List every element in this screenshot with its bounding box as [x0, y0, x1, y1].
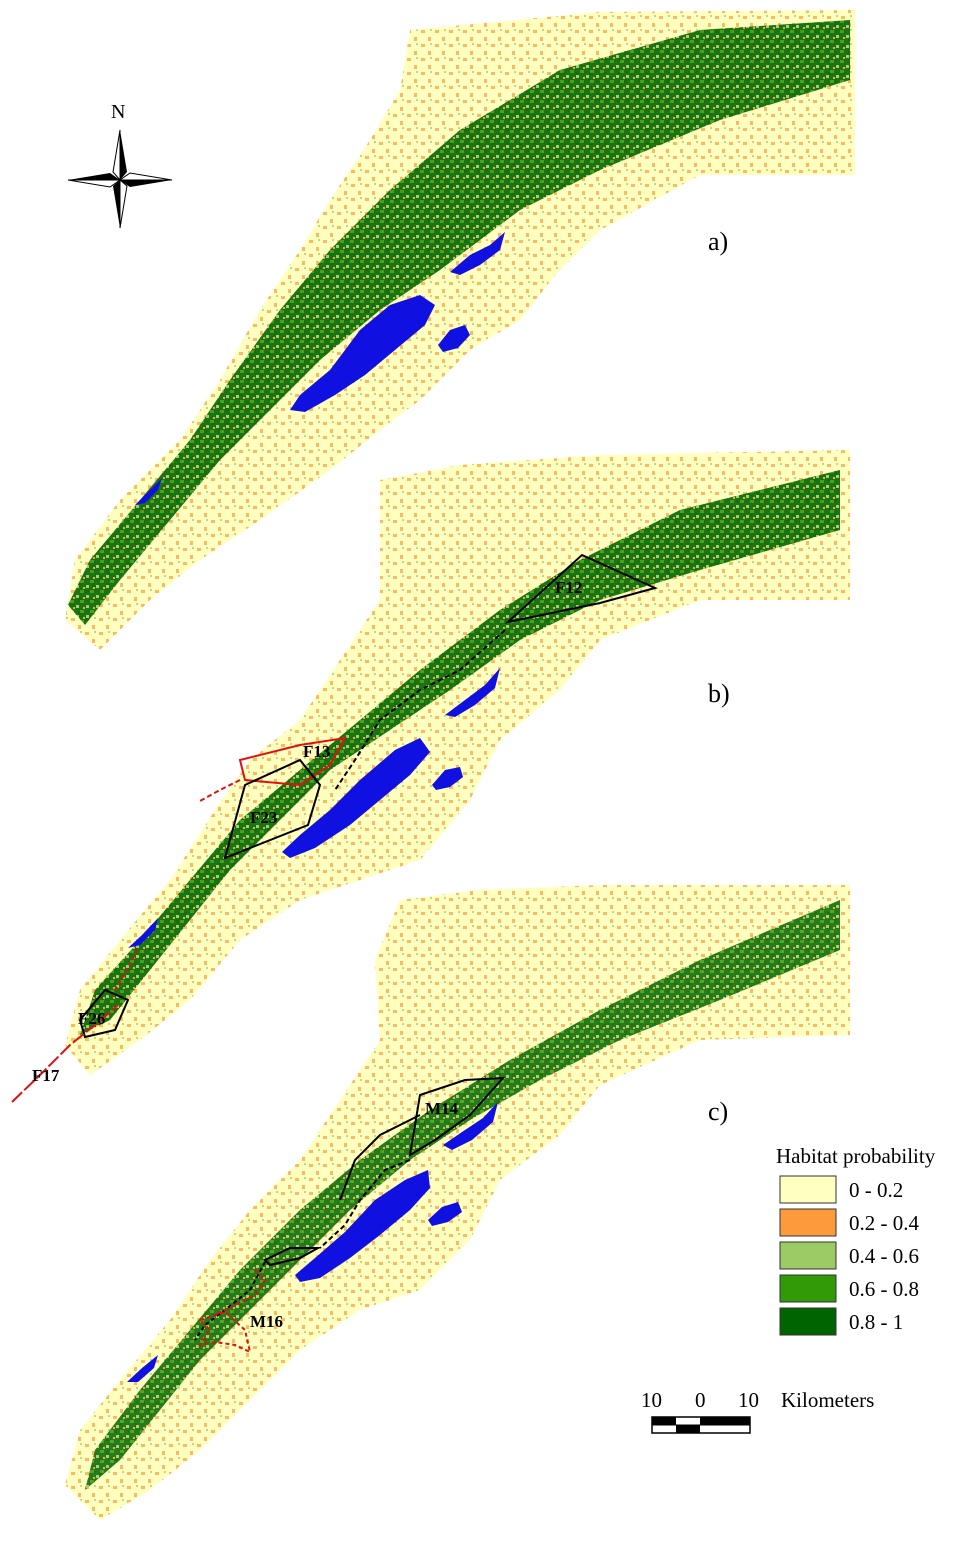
panel-c-high-habitat-band — [85, 900, 840, 1490]
scale-tick-left: 10 — [641, 1388, 662, 1412]
north-label: N — [111, 101, 125, 123]
panel-a-lake-1 — [290, 295, 435, 412]
panel-b-lake-2 — [432, 767, 463, 790]
panel-label-a: a) — [708, 227, 728, 256]
panel-b-speckle — [65, 450, 850, 1075]
north-arrow-icon — [67, 129, 173, 229]
panel-c-lake-4 — [127, 1355, 158, 1382]
panel-a-high-habitat-band — [68, 20, 850, 625]
zone-label-f12: F12 — [555, 578, 582, 597]
panel-c-map: M14 M16 — [65, 885, 850, 1520]
zone-label-m16: M16 — [250, 1312, 283, 1331]
panel-a-map — [65, 10, 855, 650]
legend-label-4: 0.8 - 1 — [849, 1310, 903, 1334]
route-f26-dashed — [114, 949, 138, 991]
panel-label-b: b) — [708, 679, 730, 708]
panel-c-lake-3 — [443, 1102, 498, 1150]
route-m16-red — [214, 1269, 267, 1316]
zone-m14-polygon — [408, 1076, 506, 1157]
legend-swatch-1 — [779, 1208, 837, 1237]
panel-b-lake-3 — [445, 668, 500, 717]
legend-label-0: 0 - 0.2 — [849, 1178, 903, 1202]
scale-tick-mid: 0 — [695, 1388, 706, 1412]
zone-label-f26: F26 — [78, 1009, 105, 1028]
panel-a-lake-2 — [438, 325, 470, 352]
legend-swatch-4 — [779, 1307, 837, 1336]
legend-swatch-0 — [779, 1175, 837, 1204]
zone-m14-small-polygon — [263, 1247, 322, 1267]
zone-label-f23: F23 — [250, 808, 277, 827]
scale-bar: 10 0 10 Kilometers — [641, 1388, 874, 1434]
route-m14-dashed — [319, 1159, 411, 1249]
scale-unit: Kilometers — [781, 1388, 874, 1412]
zone-f23-polygon — [223, 758, 322, 860]
panel-c-lake-2 — [428, 1202, 462, 1226]
legend: Habitat probability 0 - 0.2 0.2 - 0.4 0.4 … — [776, 1144, 936, 1336]
zone-m16-polygon — [197, 1310, 252, 1354]
panel-b-map: F12 F13 F23 F26 F17 — [11, 450, 850, 1103]
panel-c-lake-1 — [295, 1170, 430, 1282]
panel-label-c: c) — [708, 1097, 728, 1126]
zone-f12-polygon — [504, 553, 658, 624]
panel-a-lake-3 — [450, 232, 505, 275]
panel-b-high-habitat-band — [80, 470, 840, 1035]
legend-swatch-3 — [779, 1274, 837, 1303]
panel-b-lake-4 — [128, 918, 158, 948]
panel-b-lake-1 — [282, 738, 430, 858]
legend-label-2: 0.4 - 0.6 — [849, 1244, 919, 1268]
route-f12-dashed — [334, 629, 506, 791]
scale-tick-right: 10 — [738, 1388, 759, 1412]
legend-label-3: 0.6 - 0.8 — [849, 1277, 919, 1301]
zone-f26-polygon — [78, 988, 130, 1039]
zone-label-m14: M14 — [425, 1099, 459, 1118]
legend-swatch-2 — [779, 1241, 837, 1270]
route-m14-upper — [339, 1114, 421, 1201]
legend-label-1: 0.2 - 0.4 — [849, 1211, 919, 1235]
panel-a-lake-4 — [135, 478, 162, 505]
zone-label-f17: F17 — [32, 1066, 60, 1085]
zone-f13-polygon — [238, 736, 347, 787]
zone-label-f13: F13 — [303, 742, 330, 761]
legend-title: Habitat probability — [776, 1144, 936, 1168]
route-f17-line — [11, 1004, 119, 1103]
